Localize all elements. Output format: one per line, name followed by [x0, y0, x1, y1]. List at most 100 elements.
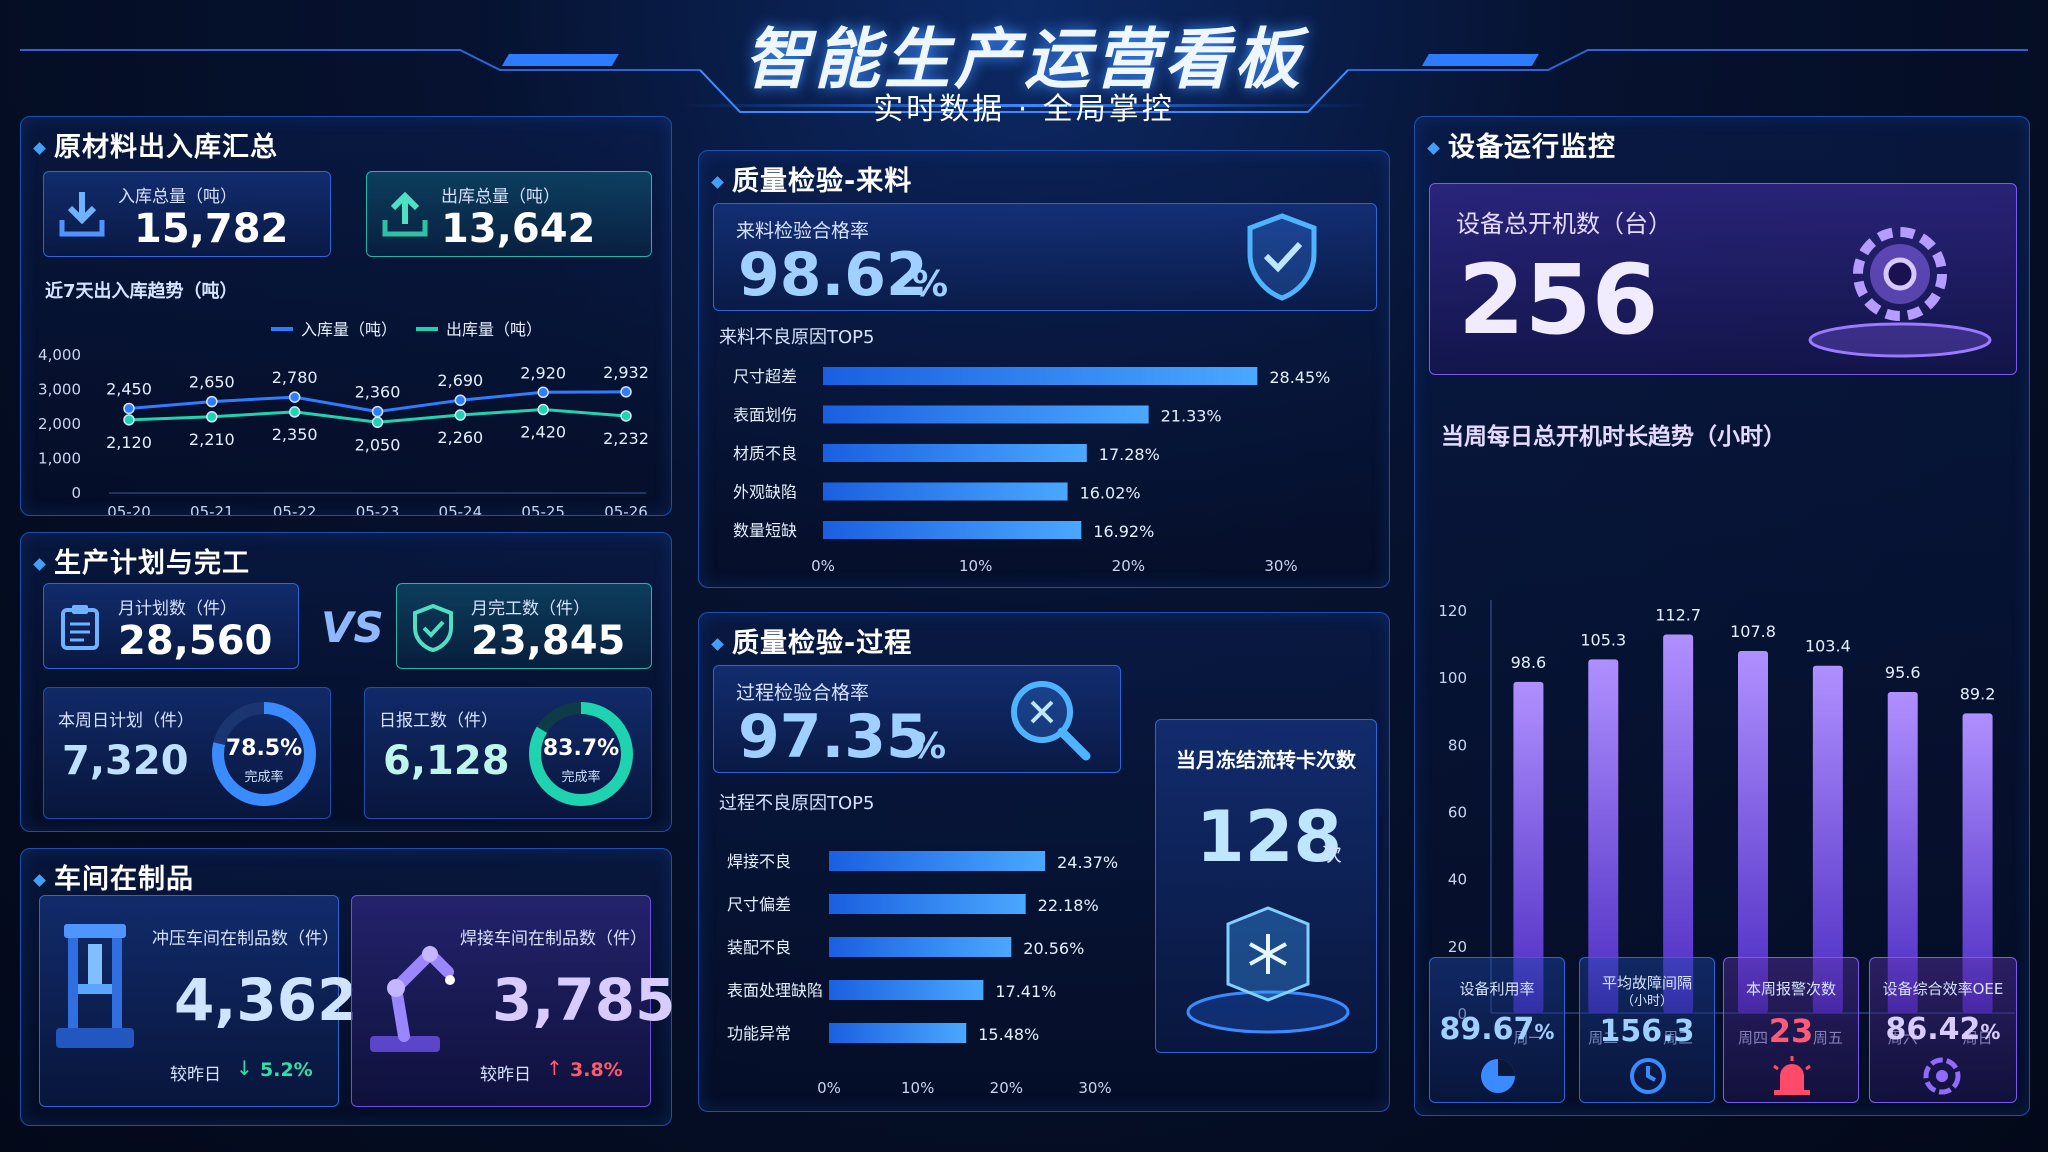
raw-material-panel: 原材料出入库汇总 入库总量（吨） 15,782 出库总量（吨） 13,642 近… [20, 116, 672, 516]
x-tick-label: 20% [1112, 557, 1145, 575]
quality-process-panel: 质量检验-过程 过程检验合格率 97.35 % 过程不良原因TOP5 焊接不良 2… [698, 612, 1390, 1112]
x-tick-label: 05-24 [439, 503, 483, 515]
equipment-panel: 设备运行监控 设备总开机数（台） 256 当周每日总开机时长趋势（小时） 020… [1414, 116, 2030, 1116]
vs-label: VS [321, 603, 384, 652]
day-report-card: 日报工数（件） 6,128 83.7% 完成率 [364, 687, 652, 819]
data-label: 2,650 [189, 373, 235, 392]
data-point [288, 391, 301, 403]
x-tick-label: 0% [811, 557, 835, 575]
process-top5-chart: 焊接不良 24.37% 尺寸偏差 22.18% 装配不良 20.56% 表面处理缺陷 17.4… [727, 851, 1118, 1097]
welding-wip-label: 焊接车间在制品数（件） [460, 929, 647, 949]
kpi-mtbf-card: 平均故障间隔 （小时） 156.3 [1579, 957, 1715, 1103]
quality-incoming-title: 质量检验-来料 [713, 159, 912, 198]
quality-incoming-panel: 质量检验-来料 来料检验合格率 98.62 % 来料不良原因TOP5 尺寸超差 2… [698, 150, 1390, 588]
upload-icon [382, 191, 428, 237]
bar-value-label: 24.37% [1057, 853, 1118, 872]
bar [823, 482, 1068, 501]
data-label: 2,920 [520, 363, 566, 382]
page-title: 智能生产运营看板 [744, 21, 1304, 98]
week-plan-label: 本周日计划（件） [58, 711, 194, 731]
kpi-utilization-card: 设备利用率 89.67% [1429, 957, 1565, 1103]
bar [1738, 650, 1768, 1013]
raw-material-title: 原材料出入库汇总 [35, 125, 278, 164]
data-label: 2,260 [437, 428, 483, 447]
kpi-utilization-value: 89.67% [1439, 1012, 1555, 1047]
bar-value-label: 103.4 [1805, 637, 1851, 656]
quality-process-title: 质量检验-过程 [713, 621, 912, 660]
bar-value-label: 105.3 [1580, 630, 1626, 649]
data-label: 2,232 [603, 429, 649, 448]
day-report-value: 6,128 [383, 738, 510, 784]
month-plan-value: 28,560 [118, 618, 273, 664]
day-rate-ring [529, 702, 633, 806]
y-tick-label: 0 [71, 484, 81, 502]
data-label: 2,120 [106, 433, 152, 452]
process-rate-card: 过程检验合格率 97.35 % [713, 665, 1121, 773]
incoming-rate-value: 98.62 [738, 240, 928, 310]
week-plan-card: 本周日计划（件） 7,320 78.5% 完成率 [43, 687, 331, 819]
kpi-alarm-value: 23 [1768, 1012, 1814, 1050]
robot-arm-icon [370, 945, 455, 1052]
bar-category-label: 尺寸偏差 [727, 895, 791, 914]
data-label: 2,360 [355, 383, 401, 402]
data-label: 2,050 [355, 435, 401, 454]
stamping-wip-label: 冲压车间在制品数（件） [152, 929, 339, 949]
incoming-rate-label: 来料检验合格率 [736, 220, 870, 242]
inbound-total-card: 入库总量（吨） 15,782 [43, 171, 331, 257]
data-point [206, 395, 218, 408]
bar [823, 367, 1258, 385]
equipment-kpi-row: 设备利用率 89.67% 平均故障间隔 （小时） 156.3 本周报警次数 23… [1429, 957, 2017, 1103]
bar-value-label: 15.48% [978, 1025, 1039, 1044]
bar-value-label: 95.6 [1885, 663, 1921, 682]
welding-wip-value: 3,785 [492, 966, 676, 1034]
kpi-oee-value: 86.42% [1885, 1012, 2001, 1047]
clock-icon [1630, 1058, 1666, 1094]
data-point [288, 406, 301, 418]
stamping-compare-value: 5.2% [260, 1059, 313, 1081]
y-tick-label: 120 [1438, 602, 1467, 620]
bar-category-label: 外观缺陷 [733, 483, 797, 502]
wip-panel: 车间在制品 冲压车间在制品数（件） 4,362 较昨日 ↓ 5.2% 焊接车间在… [20, 848, 676, 1126]
kpi-mtbf-sublabel: （小时） [1620, 994, 1673, 1009]
y-tick-label: 2,000 [38, 415, 81, 433]
y-tick-label: 4,000 [38, 346, 81, 364]
equipment-title: 设备运行监控 [1429, 125, 1616, 164]
data-label: 2,690 [437, 371, 483, 390]
freeze-label: 当月冻结流转卡次数 [1176, 748, 1356, 772]
data-point [206, 411, 218, 423]
month-done-value: 23,845 [471, 618, 626, 664]
download-icon [59, 192, 105, 237]
day-rate-label: 完成率 [561, 770, 601, 785]
data-label: 2,420 [520, 423, 566, 442]
kpi-mtbf-value: 156.3 [1599, 1014, 1695, 1049]
bar [1513, 681, 1544, 1013]
bar-value-label: 20.56% [1023, 939, 1084, 958]
bar [1887, 691, 1918, 1013]
equipment-total-card: 设备总开机数（台） 256 [1429, 183, 2017, 375]
bar [1663, 634, 1694, 1013]
freeze-card-box: 当月冻结流转卡次数 128 次 [1155, 719, 1377, 1053]
x-tick-label: 05-25 [521, 503, 565, 515]
month-plan-card: 月计划数（件） 28,560 [43, 583, 299, 669]
stamping-wip-value: 4,362 [174, 966, 358, 1034]
bar-category-label: 表面划伤 [733, 406, 797, 425]
data-point [537, 403, 549, 416]
incoming-top5-chart: 尺寸超差 28.45% 表面划伤 21.33% 材质不良 17.28% 外观缺陷 16.02%… [733, 367, 1330, 575]
data-point [537, 386, 549, 399]
arrow-up-icon: ↑ [546, 1056, 563, 1080]
kpi-alarm-card: 本周报警次数 23 [1723, 957, 1859, 1103]
pie-chart-icon [1481, 1059, 1515, 1093]
runtime-trend-title: 当周每日总开机时长趋势（小时） [1441, 424, 1786, 450]
x-tick-label: 05-22 [273, 503, 317, 515]
bar-value-label: 16.02% [1080, 484, 1141, 503]
arrow-down-icon: ↓ [236, 1056, 253, 1080]
freeze-unit: 次 [1322, 842, 1342, 866]
shield-check-icon [1247, 213, 1317, 301]
bar-category-label: 数量短缺 [733, 521, 797, 540]
bar-category-label: 焊接不良 [727, 852, 791, 871]
press-machine-icon [56, 924, 134, 1048]
production-plan-panel: 生产计划与完工 月计划数（件） 28,560 VS 月完工数（件） 23,845… [20, 532, 672, 832]
x-tick-label: 05-21 [190, 503, 234, 515]
data-point [454, 394, 467, 406]
